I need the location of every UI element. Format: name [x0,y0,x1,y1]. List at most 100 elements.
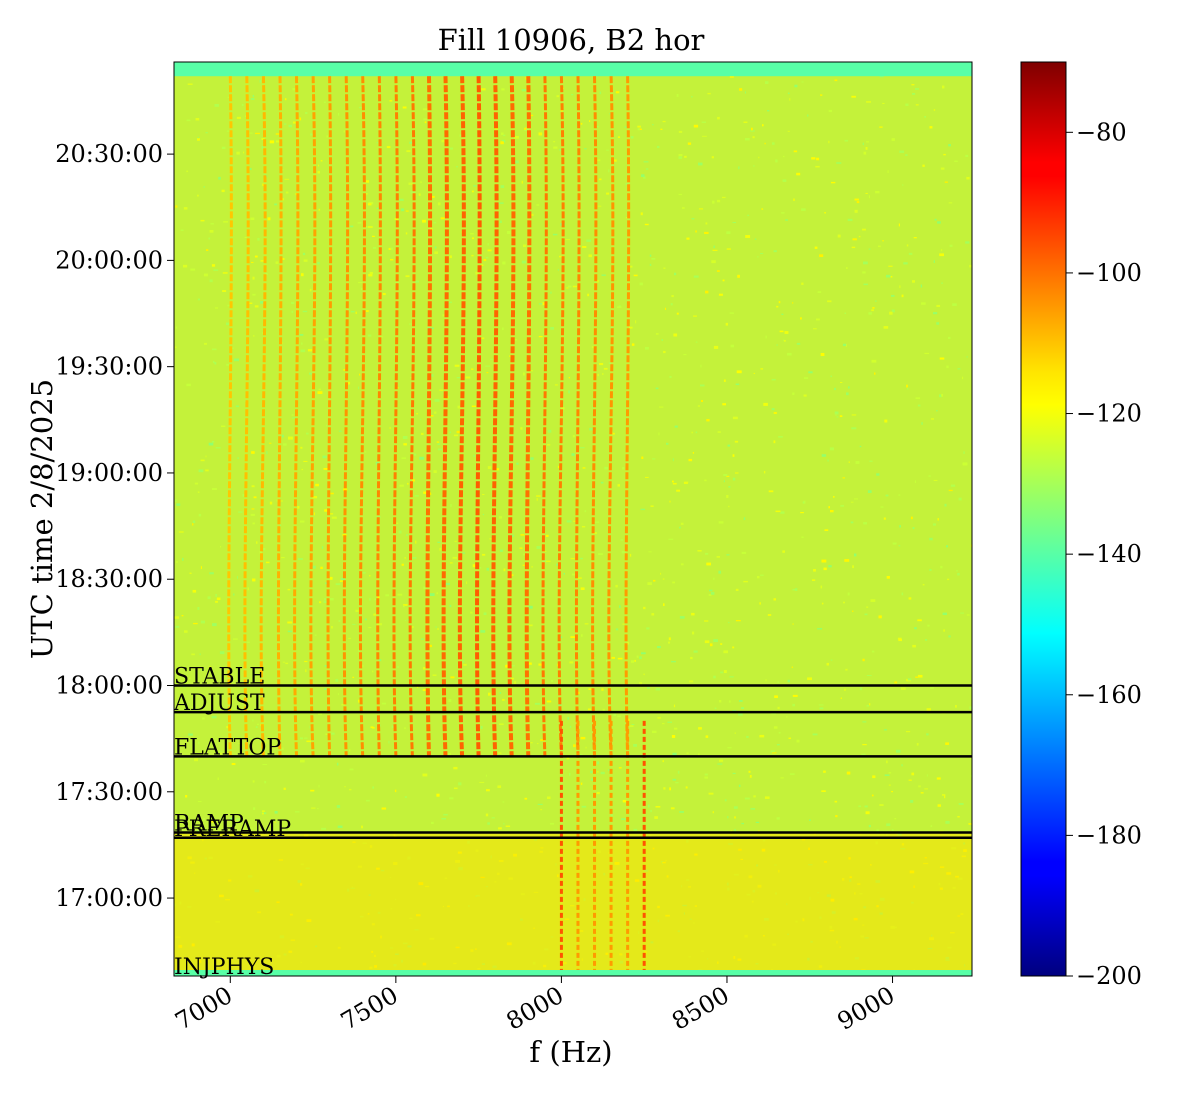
noise-pixel [301,273,304,277]
noise-pixel [362,664,364,668]
noise-pixel [920,284,923,288]
noise-pixel [221,425,226,427]
noise-pixel [768,490,774,493]
noise-pixel [730,344,734,348]
noise-pixel [448,716,450,719]
no-data-band [174,62,972,77]
chart-title: Fill 10906, B2 hor [438,23,705,57]
noise-pixel [346,381,351,385]
noise-pixel [305,112,308,115]
noise-pixel [763,402,768,406]
noise-pixel [192,520,196,523]
noise-pixel [901,294,904,298]
noise-pixel [478,567,482,569]
noise-pixel [663,350,666,354]
noise-pixel [405,275,410,278]
noise-pixel [891,294,895,297]
noise-pixel [948,336,951,339]
noise-pixel [317,391,323,394]
noise-pixel [497,785,502,788]
noise-pixel [378,659,382,662]
noise-pixel [522,372,525,376]
noise-pixel [899,285,901,289]
noise-pixel [402,436,408,439]
noise-pixel [367,226,373,228]
noise-pixel [292,88,298,91]
noise-pixel [600,481,604,484]
noise-pixel [456,377,461,379]
noise-pixel [735,383,740,386]
noise-pixel [212,348,217,351]
noise-pixel [828,565,832,568]
tune-line [591,76,598,757]
noise-pixel [622,623,625,625]
noise-pixel [215,447,221,449]
noise-pixel [622,467,625,470]
noise-pixel [259,550,262,554]
noise-pixel [222,290,227,292]
noise-pixel [932,523,936,526]
noise-pixel [782,179,787,182]
noise-pixel [801,282,804,285]
noise-pixel [454,540,457,542]
noise-pixel [701,121,706,123]
noise-pixel [292,121,297,124]
noise-pixel [433,470,437,473]
noise-pixel [527,662,532,665]
noise-pixel [265,272,268,275]
noise-pixel [600,771,605,775]
noise-pixel [732,454,735,457]
noise-pixel [245,115,247,117]
noise-pixel [197,138,200,141]
noise-pixel [466,581,468,584]
noise-pixel [443,686,446,688]
noise-pixel [775,510,781,513]
noise-pixel [728,621,730,624]
noise-pixel [726,475,730,477]
noise-pixel [410,415,412,417]
noise-pixel [318,712,322,715]
noise-pixel [340,577,345,581]
noise-pixel [871,650,875,653]
noise-pixel [683,481,688,484]
noise-pixel [287,621,293,624]
noise-pixel [397,666,399,669]
noise-pixel [283,443,287,446]
noise-pixel [928,475,931,477]
noise-pixel [198,741,200,745]
noise-pixel [859,687,863,691]
noise-pixel [830,375,832,377]
tune-line [624,76,631,757]
noise-pixel [870,599,876,602]
noise-pixel [321,827,327,830]
noise-pixel [523,244,527,247]
noise-pixel [437,202,441,206]
noise-pixel [542,559,547,563]
noise-pixel [828,140,830,144]
noise-pixel [899,150,905,153]
noise-pixel [502,327,504,331]
noise-pixel [184,630,188,633]
noise-pixel [701,400,703,402]
noise-pixel [538,132,543,136]
noise-pixel [678,130,683,133]
noise-pixel [524,797,528,800]
noise-pixel [652,124,654,126]
noise-pixel [646,627,650,630]
noise-pixel [738,166,740,170]
noise-pixel [789,98,791,101]
noise-pixel [865,147,868,150]
noise-pixel [776,305,779,308]
noise-pixel [781,313,784,315]
noise-pixel [910,516,913,520]
noise-pixel [261,138,265,140]
noise-pixel [213,360,215,364]
noise-pixel [930,687,934,689]
noise-pixel [643,606,646,610]
noise-pixel [718,699,722,703]
noise-pixel [713,639,718,643]
noise-pixel [322,455,327,459]
noise-pixel [251,508,255,510]
noise-pixel [197,298,200,301]
